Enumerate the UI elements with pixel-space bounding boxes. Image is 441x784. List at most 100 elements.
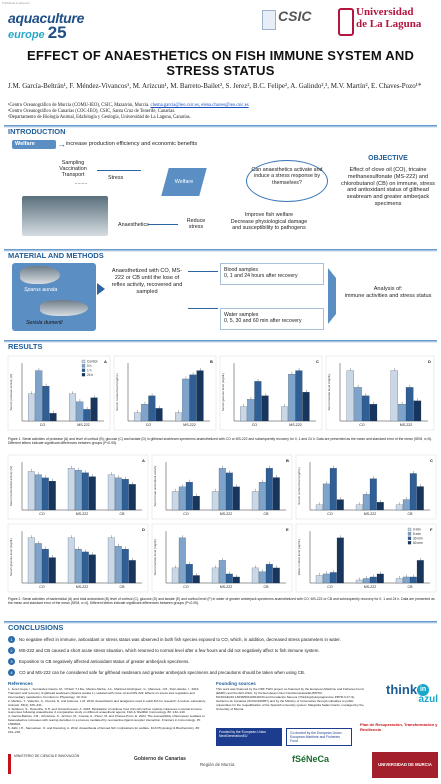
dots: .........	[74, 180, 88, 186]
think-in-azul-logo: think in azul	[386, 682, 438, 705]
bar	[402, 499, 410, 511]
bar	[336, 537, 344, 584]
bar	[416, 560, 424, 584]
bar	[171, 567, 179, 584]
legend-swatch	[81, 368, 86, 372]
authors: J.M. García-Beltrán¹, F. Méndez-Vivancos…	[8, 82, 422, 90]
aquaculture-europe-logo: aquaculture europe 25	[8, 10, 85, 42]
bar	[232, 576, 240, 584]
x-tick-label: CO	[252, 423, 258, 427]
methods-header: MATERIAL AND METHODS	[4, 249, 437, 261]
panel-letter: B	[210, 359, 213, 364]
legend-label: 30 min	[413, 536, 423, 540]
x-tick-label: CO	[39, 512, 45, 516]
bar	[185, 564, 193, 584]
bar	[121, 479, 129, 511]
bar	[315, 504, 323, 511]
x-tick-label: CO	[39, 585, 45, 589]
legend-swatch	[81, 364, 86, 368]
panel-letter: D	[142, 527, 145, 532]
ieo-logo	[262, 10, 276, 30]
y-axis-label: Water cortisol level (ng/mL)	[297, 539, 301, 575]
bar	[67, 537, 75, 584]
arrow-line	[188, 308, 218, 309]
anaesthetics-label: Anaesthetics	[118, 222, 149, 228]
bar	[322, 483, 330, 511]
bar	[272, 567, 280, 584]
legend-label: 60 min	[413, 541, 423, 545]
x-tick-label: MS-222	[76, 512, 89, 516]
bar	[218, 468, 226, 511]
introduction-header: INTRODUCTION	[4, 125, 437, 137]
bar	[107, 474, 115, 511]
contact-emails[interactable]: chema.garcia@ieo.csic.es, elena.chaves@i…	[150, 103, 249, 108]
arrow-line	[97, 170, 141, 171]
arrow-icon: →	[57, 139, 66, 149]
panel-letter: E	[286, 527, 289, 532]
bar	[34, 474, 42, 511]
improve-welfare-text: Improve fish welfare Decrease physiologi…	[230, 212, 308, 232]
bar	[41, 477, 49, 511]
bar	[402, 576, 410, 584]
reference-item: 1. Jerez-Cepa, I., Fernández-Castro, M.,…	[8, 687, 200, 699]
bar	[148, 395, 156, 422]
x-tick-label: MS-222	[400, 423, 413, 427]
recovery-plan-logo: Plan de Recuperación, Transformación y R…	[360, 722, 438, 732]
bar	[192, 575, 200, 584]
bar	[41, 548, 49, 584]
conclusion-4: 4 CO and MS-222 can be considered safe fo…	[8, 669, 436, 676]
bar	[88, 554, 96, 584]
legend-swatch	[407, 536, 412, 540]
y-axis-label: Serum cortisol level (ng/mL)	[115, 373, 119, 410]
results-figures: Serum protease activity (%) A CO MS-222 Cont…	[7, 355, 437, 593]
legend-swatch	[81, 373, 86, 377]
bar	[369, 478, 377, 511]
bar	[390, 370, 399, 422]
sparus-label: Sparus aurata	[24, 287, 58, 293]
panel-letter: C	[316, 359, 319, 364]
panel-letter: A	[104, 359, 107, 364]
bar	[81, 472, 89, 511]
bar	[329, 572, 337, 584]
merge-arrow-icon	[328, 268, 338, 324]
y-axis-label: Serum total antioxidant activity	[153, 465, 157, 506]
stress-label: Stress	[108, 175, 124, 181]
reference-item: 5. Zahl, I.H., Samuelsen, O. and Kiessli…	[8, 726, 200, 734]
bar	[192, 495, 200, 511]
x-tick-label: CO	[327, 512, 333, 516]
bar	[34, 543, 42, 584]
x-tick-label: MS-222	[183, 423, 196, 427]
welfare-box-label: Welfare	[174, 179, 194, 185]
x-tick-label: CB	[408, 512, 414, 516]
bar	[42, 385, 50, 422]
panel-letter: F	[430, 527, 433, 532]
bar	[49, 413, 57, 422]
bar	[225, 573, 233, 584]
legend-swatch	[81, 359, 86, 364]
objective-text: Effect of clove oil (CO), tricaine metha…	[341, 167, 435, 207]
panel-letter: D	[428, 359, 431, 364]
legend-label: 5 min	[413, 532, 421, 536]
bar	[272, 477, 280, 511]
bar	[83, 409, 91, 422]
bar	[302, 392, 310, 422]
bar	[141, 404, 149, 422]
ull-shield-icon	[338, 8, 354, 36]
legend-label: 0 min	[413, 528, 421, 532]
funding-title: Founding sources	[216, 681, 256, 686]
gobierno-canarias-logo: Gobierno de Canarias	[134, 756, 186, 762]
x-tick-label: MS-222	[289, 423, 302, 427]
bar	[254, 381, 262, 422]
bar	[281, 406, 289, 422]
x-tick-label: CO	[327, 585, 333, 589]
bar	[261, 395, 269, 422]
bar	[81, 551, 89, 584]
x-tick-label: MS-222	[77, 423, 90, 427]
results-header: RESULTS	[4, 340, 437, 352]
bar	[362, 578, 370, 584]
bar	[185, 482, 193, 511]
bar	[76, 401, 84, 422]
bar	[322, 573, 330, 584]
bar	[395, 504, 403, 511]
panel-letter: C	[430, 458, 433, 463]
